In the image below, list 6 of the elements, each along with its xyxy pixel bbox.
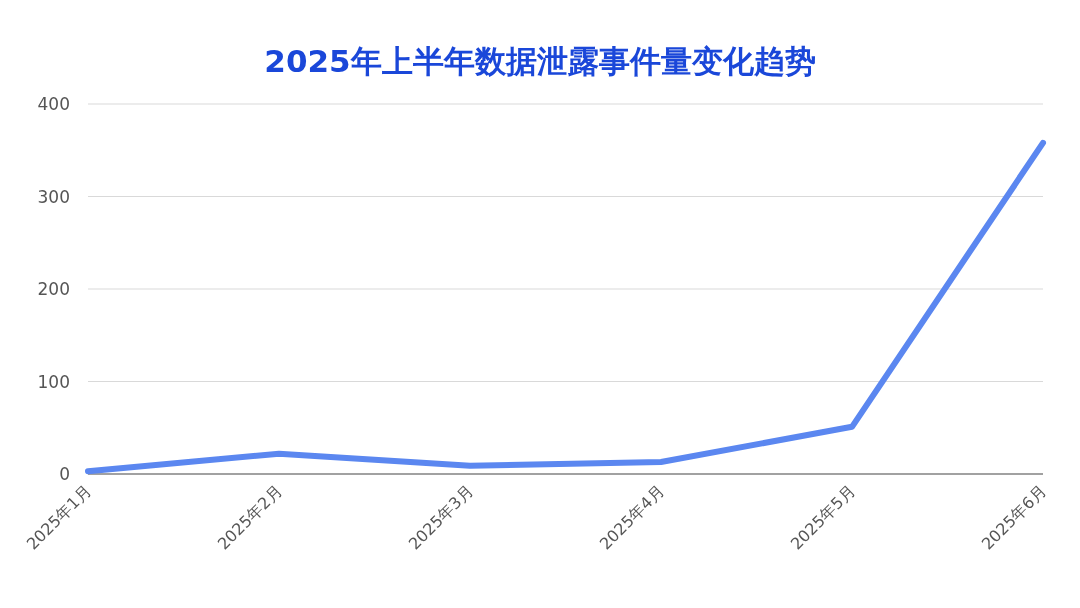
y-tick-label: 400 [37,94,70,114]
y-tick-label: 300 [37,186,70,207]
y-tick-label: 100 [37,371,70,392]
y-tick-label: 0 [59,464,70,484]
y-tick-label: 200 [37,279,70,299]
chart-title: 2025年上半年数据泄露事件量变化趋势 [264,43,816,79]
